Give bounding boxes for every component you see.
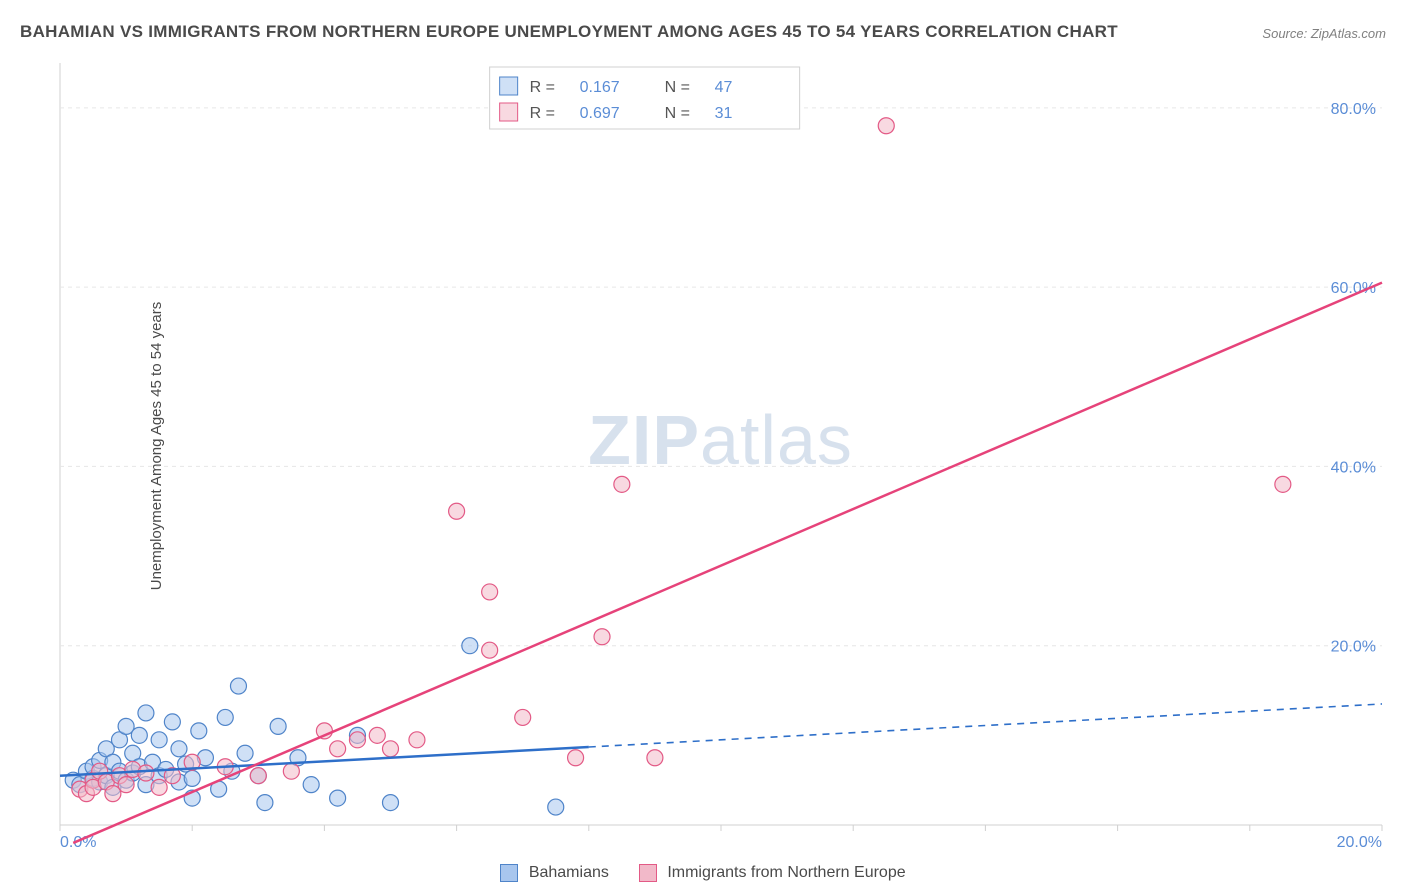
legend-label-1: Bahamians [529, 864, 609, 881]
svg-text:80.0%: 80.0% [1331, 101, 1376, 118]
svg-text:R =: R = [530, 105, 555, 122]
source-attribution: Source: ZipAtlas.com [1262, 26, 1386, 41]
svg-text:20.0%: 20.0% [1337, 834, 1382, 851]
legend-bottom: Bahamians Immigrants from Northern Europ… [0, 864, 1406, 882]
svg-text:40.0%: 40.0% [1331, 459, 1376, 476]
chart-area: ZIPatlas 20.0%40.0%60.0%80.0%0.0%20.0%R … [50, 55, 1391, 857]
svg-text:0.697: 0.697 [580, 105, 620, 122]
svg-text:47: 47 [715, 79, 733, 96]
svg-text:31: 31 [715, 105, 733, 122]
chart-svg: 20.0%40.0%60.0%80.0%0.0%20.0%R =0.167N =… [50, 55, 1390, 855]
svg-text:N =: N = [665, 79, 690, 96]
svg-text:N =: N = [665, 105, 690, 122]
svg-text:R =: R = [530, 79, 555, 96]
legend-label-2: Immigrants from Northern Europe [667, 864, 905, 881]
source-label: Source: [1262, 26, 1307, 41]
svg-text:20.0%: 20.0% [1331, 639, 1376, 656]
svg-text:0.167: 0.167 [580, 79, 620, 96]
legend-item-immigrants: Immigrants from Northern Europe [639, 864, 906, 882]
source-value: ZipAtlas.com [1311, 26, 1386, 41]
legend-item-bahamians: Bahamians [500, 864, 609, 882]
swatch-bahamians [500, 864, 518, 882]
swatch-immigrants [639, 864, 657, 882]
chart-title: BAHAMIAN VS IMMIGRANTS FROM NORTHERN EUR… [20, 22, 1118, 42]
